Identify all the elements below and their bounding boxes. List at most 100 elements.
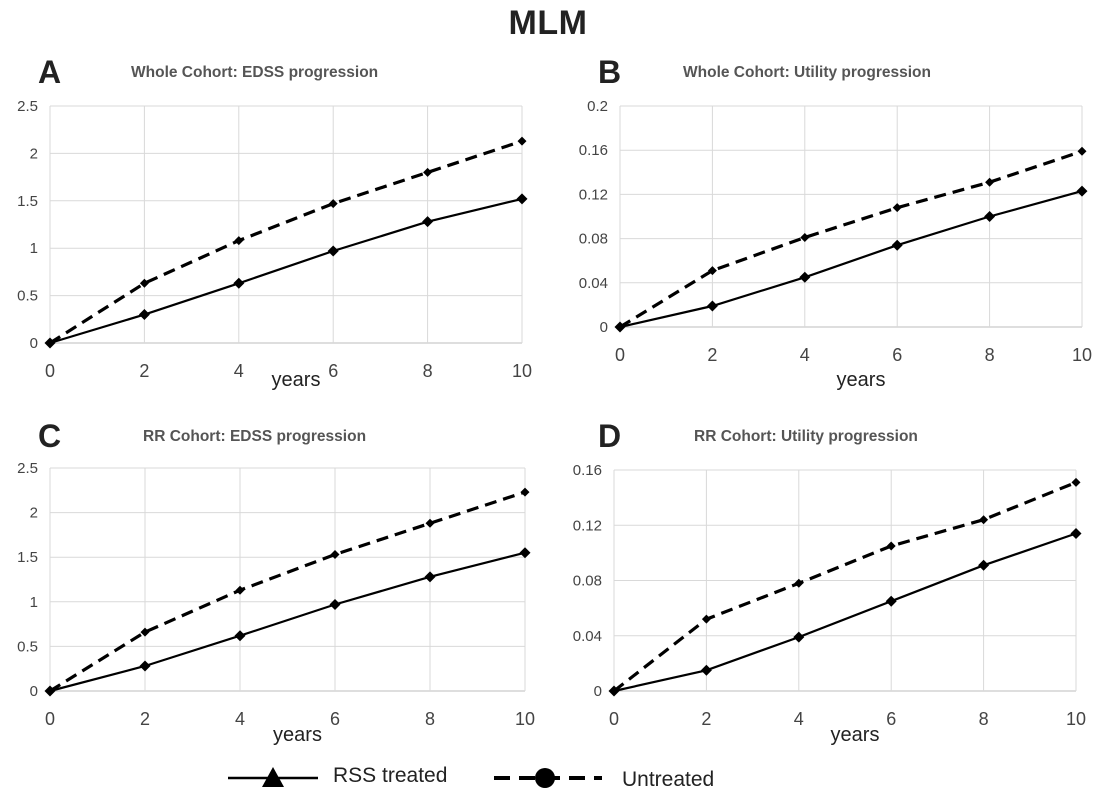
- data-point-rss-treated: [799, 271, 811, 283]
- x-tick-label: 0: [609, 709, 619, 729]
- data-point-rss-treated: [706, 300, 718, 312]
- y-tick-label: 0: [30, 335, 38, 352]
- data-point-rss-treated: [1070, 528, 1082, 540]
- x-axis-label: years: [831, 724, 880, 746]
- data-point-rss-treated: [891, 239, 903, 251]
- panel-title-c: RR Cohort: EDSS progression: [143, 428, 367, 445]
- x-axis-label: years: [837, 369, 886, 391]
- data-point-untreated: [235, 585, 245, 595]
- panel-title-b: Whole Cohort: Utility progression: [683, 64, 931, 81]
- panel-title-a: Whole Cohort: EDSS progression: [131, 64, 379, 81]
- y-tick-label: 2.5: [17, 98, 38, 115]
- y-tick-label: 0.5: [17, 288, 38, 305]
- data-point-untreated: [425, 518, 435, 528]
- series-line-rss-treated: [613, 532, 1077, 693]
- data-point-rss-treated: [327, 245, 339, 257]
- y-tick-label: 0: [600, 319, 608, 336]
- data-point-untreated: [985, 177, 995, 187]
- y-tick-label: 1.5: [17, 193, 38, 210]
- data-point-untreated: [615, 322, 625, 332]
- x-tick-label: 8: [423, 361, 433, 381]
- plot-c: 0 0.5 1 1.5 2 2.5 0 2 4 6 8 10 years: [17, 460, 535, 746]
- series-line-rss-treated: [619, 190, 1083, 329]
- panel-letter-b: B: [598, 54, 622, 90]
- data-point-untreated: [45, 338, 55, 348]
- series-line-rss-treated: [49, 197, 523, 345]
- data-point-untreated: [1071, 477, 1081, 487]
- x-tick-label: 2: [707, 345, 717, 365]
- series-line-untreated: [613, 480, 1077, 693]
- y-tick-label: 0.04: [573, 628, 602, 645]
- data-point-rss-treated: [519, 547, 531, 559]
- x-tick-label: 6: [886, 709, 896, 729]
- y-tick-label: 0.12: [579, 186, 608, 203]
- panel-title-d: RR Cohort: Utility progression: [694, 428, 918, 445]
- data-point-rss-treated: [424, 571, 436, 583]
- data-point-untreated: [886, 541, 896, 551]
- x-tick-label: 6: [328, 361, 338, 381]
- x-tick-label: 10: [1066, 709, 1086, 729]
- x-tick-label: 8: [985, 345, 995, 365]
- data-point-untreated: [1077, 146, 1087, 156]
- y-tick-label: 1.5: [17, 549, 38, 566]
- y-tick-label: 0.2: [587, 98, 608, 115]
- y-tick-label: 0.16: [579, 142, 608, 159]
- data-point-rss-treated: [138, 309, 150, 321]
- data-point-rss-treated: [978, 559, 990, 571]
- y-tick-label: 0.16: [573, 462, 602, 479]
- data-point-rss-treated: [329, 598, 341, 610]
- y-tick-label: 2.5: [17, 460, 38, 477]
- y-tick-label: 0: [594, 683, 602, 700]
- data-point-untreated: [140, 627, 150, 637]
- data-point-untreated: [520, 487, 530, 497]
- x-tick-label: 4: [234, 361, 244, 381]
- x-tick-label: 10: [515, 709, 535, 729]
- x-tick-label: 4: [800, 345, 810, 365]
- plot-a: 0 0.5 1 1.5 2 2.5 0 2 4 6 8 10 years: [17, 98, 532, 391]
- series-line-untreated: [49, 139, 523, 345]
- plot-b: 0 0.04 0.08 0.12 0.16 0.2 0 2 4 6 8 10 years: [579, 98, 1092, 391]
- data-point-rss-treated: [885, 595, 897, 607]
- y-tick-label: 1: [30, 240, 38, 257]
- x-tick-label: 0: [45, 361, 55, 381]
- y-tick-label: 0: [30, 683, 38, 700]
- data-point-rss-treated: [516, 193, 528, 205]
- x-axis-label: years: [273, 724, 322, 746]
- data-point-untreated: [139, 278, 149, 288]
- x-tick-label: 8: [425, 709, 435, 729]
- x-tick-label: 4: [235, 709, 245, 729]
- x-tick-label: 6: [892, 345, 902, 365]
- x-tick-label: 0: [45, 709, 55, 729]
- y-tick-label: 0.5: [17, 638, 38, 655]
- data-point-untreated: [892, 203, 902, 213]
- y-tick-label: 0.08: [573, 573, 602, 590]
- data-point-untreated: [517, 136, 527, 146]
- data-point-rss-treated: [139, 660, 151, 672]
- y-tick-label: 0.12: [573, 517, 602, 534]
- x-tick-label: 6: [330, 709, 340, 729]
- series-line-rss-treated: [49, 551, 526, 693]
- data-point-untreated: [234, 236, 244, 246]
- plot-d: 0 0.04 0.08 0.12 0.16 0 2 4 6 8 10 years: [573, 462, 1086, 746]
- y-tick-label: 1: [30, 594, 38, 611]
- panel-letter-d: D: [598, 418, 622, 454]
- data-point-untreated: [800, 232, 810, 242]
- x-tick-label: 10: [1072, 345, 1092, 365]
- series-line-untreated: [619, 149, 1083, 329]
- data-point-untreated: [330, 550, 340, 560]
- panel-letter-a: A: [38, 54, 62, 90]
- data-point-rss-treated: [234, 630, 246, 642]
- y-tick-label: 0.04: [579, 275, 608, 292]
- data-point-untreated: [45, 686, 55, 696]
- x-tick-label: 8: [979, 709, 989, 729]
- data-point-rss-treated: [984, 211, 996, 222]
- x-tick-label: 4: [794, 709, 804, 729]
- x-tick-label: 2: [140, 709, 150, 729]
- panel-letter-c: C: [38, 418, 62, 454]
- data-point-untreated: [423, 167, 433, 177]
- series-line-untreated: [49, 490, 526, 693]
- x-tick-label: 0: [615, 345, 625, 365]
- data-point-untreated: [609, 686, 619, 696]
- data-point-rss-treated: [422, 216, 434, 228]
